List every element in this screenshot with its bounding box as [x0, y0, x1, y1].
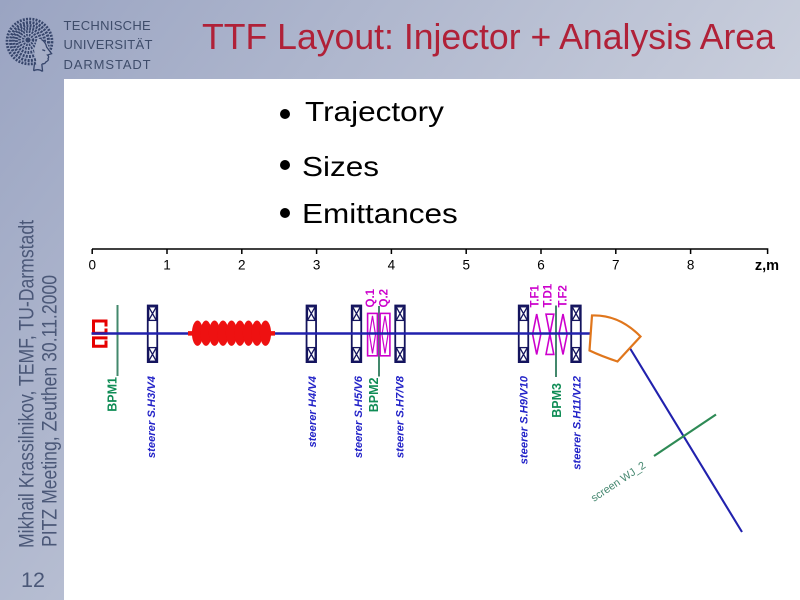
svg-text:Q.2: Q.2 [379, 289, 391, 308]
svg-text:4: 4 [388, 258, 396, 273]
svg-text:BPM1: BPM1 [106, 377, 120, 412]
svg-text:BPM2: BPM2 [367, 377, 381, 412]
svg-text:0: 0 [88, 258, 96, 273]
svg-text:6: 6 [537, 258, 545, 273]
svg-text:Mikhail Krassilnikov, TEMF, TU: Mikhail Krassilnikov, TEMF, TU-Darmstadt [15, 219, 39, 548]
svg-text:8: 8 [687, 258, 695, 273]
svg-text:steerer S.H5/V6: steerer S.H5/V6 [353, 375, 365, 458]
svg-text:steerer S.H9/V10: steerer S.H9/V10 [518, 375, 530, 464]
svg-text:PITZ Meeting, Zeuthen 30.11.20: PITZ Meeting, Zeuthen 30.11.2000 [38, 275, 62, 547]
svg-text:T.F1: T.F1 [529, 285, 541, 308]
svg-text:Q.1: Q.1 [365, 288, 377, 307]
svg-text:3: 3 [313, 258, 321, 273]
svg-text:T.D1: T.D1 [543, 283, 555, 307]
svg-text:screen WJ_2: screen WJ_2 [589, 460, 648, 505]
svg-text:steerer H4/V4: steerer H4/V4 [307, 375, 319, 447]
svg-text:steerer S.H7/V8: steerer S.H7/V8 [394, 375, 406, 458]
svg-text:5: 5 [462, 258, 470, 273]
svg-text:steerer S.H11/V12: steerer S.H11/V12 [572, 375, 584, 469]
svg-text:T.F2: T.F2 [557, 285, 569, 307]
svg-text:BPM3: BPM3 [550, 383, 564, 418]
svg-text:1: 1 [163, 258, 171, 273]
svg-text:7: 7 [612, 258, 620, 273]
svg-text:z,m: z,m [755, 258, 779, 274]
svg-text:steerer S.H3/V4: steerer S.H3/V4 [146, 375, 158, 458]
svg-text:12: 12 [21, 568, 45, 592]
svg-text:2: 2 [238, 258, 246, 273]
